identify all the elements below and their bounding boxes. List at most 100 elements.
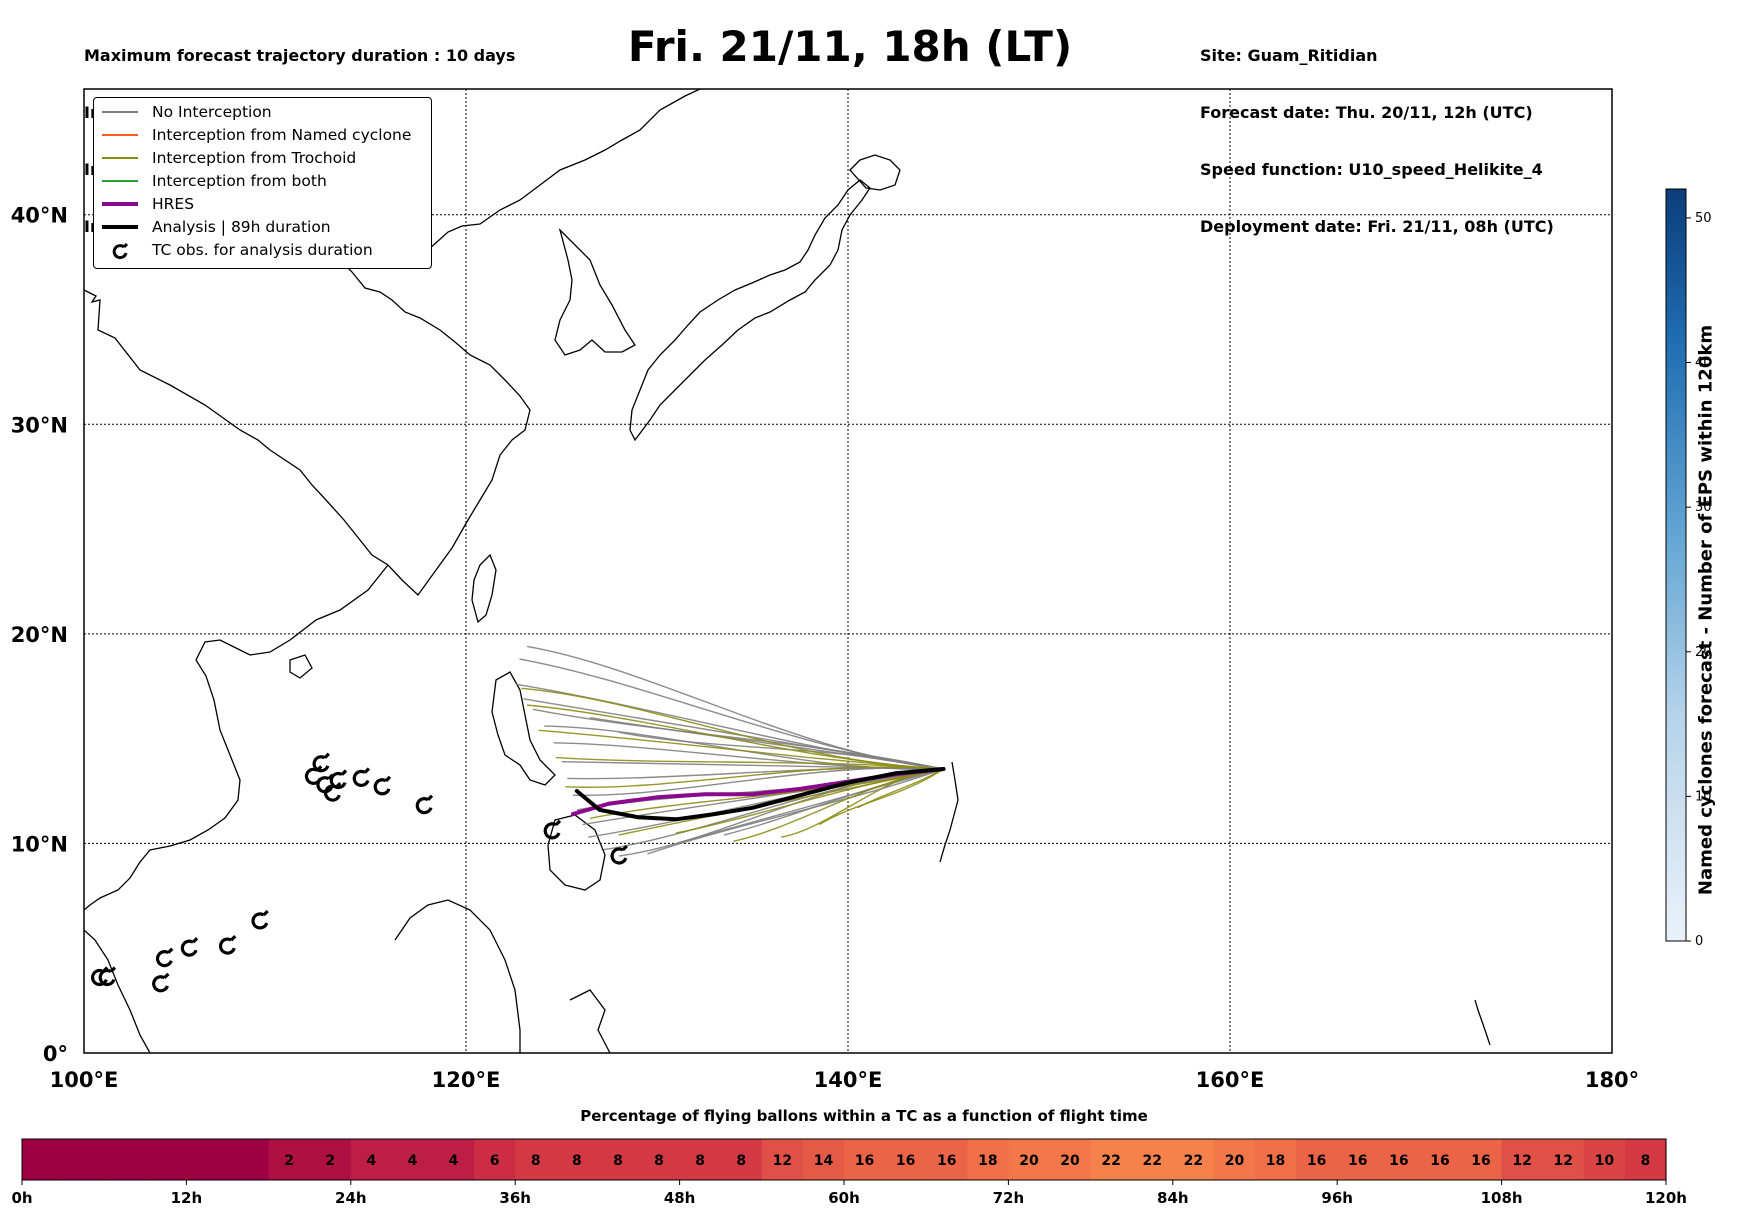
japan-honshu-coast [629,179,871,442]
legend-swatch [100,170,138,192]
japan-hokkaido-coast [849,154,901,191]
percentage-value-label: 16 [896,1153,915,1169]
cyclone-icon [112,242,129,260]
micronesia-islands [1474,999,1491,1046]
ensemble-track-no-interception [526,645,944,770]
percentage-cell [1049,1139,1092,1180]
percentage-cell [474,1139,516,1180]
legend-line [102,134,138,136]
colorbar-tick-label: 10 [1695,789,1712,804]
percentage-cell [227,1139,270,1180]
cyclone-icon [373,775,392,796]
legend-item: TC obs. for analysis duration [100,239,373,261]
percentage-value-label: 20 [1225,1153,1245,1169]
cyclone-icon [312,752,330,773]
legend-item: Interception from Named cyclone [100,124,411,146]
tc-observations [91,752,628,993]
cyclone-icon [155,947,174,968]
percentage-value-label: 2 [284,1153,294,1169]
ensemble-track-trochoid [857,768,944,809]
time-tick-label: 12h [171,1189,203,1207]
percentage-cell [679,1139,722,1180]
borneo-coast [394,899,521,1053]
colorbar-gradient [1665,188,1687,942]
percentage-cell [1255,1139,1297,1180]
percentage-cell [515,1139,557,1180]
percentage-cell [22,1139,64,1180]
chart-title: Fri. 21/11, 18h (LT) [627,22,1073,71]
percentage-value-label: 10 [1595,1153,1615,1169]
colorbar-label: Named cyclones forecast - Number of EPS … [1695,324,1717,896]
colorbar: 0 10 20 30 40 50 [1665,188,1712,949]
y-tick-label: 30°N [11,413,68,437]
x-tick-label: 160°E [1196,1068,1265,1092]
sulawesi-coast [569,989,611,1053]
header-right-line: Speed function: U10_speed_Helikite_4 [1200,160,1543,179]
percentage-cells: 2 2 4 4 4 6 8 8 8 8 8 8 12 14 16 16 16 18 20 20 22 22 22 20 18 16… [22,1139,1667,1180]
cyclone-icon [218,934,237,955]
percentage-cell [1008,1139,1051,1180]
cyclone-icon [98,966,117,987]
percentage-cell [1624,1139,1667,1180]
legend-line [102,157,138,159]
ensemble-track-no-interception [572,767,944,796]
percentage-cell [556,1139,598,1180]
percentage-cell [761,1139,804,1180]
ensemble-track-trochoid [538,729,944,770]
percentage-value-label: 4 [408,1153,418,1169]
percentage-cell [597,1139,640,1180]
percentage-cell [844,1139,886,1180]
percentage-value-label: 6 [490,1153,500,1169]
legend-label: Analysis | 89h duration [152,218,331,236]
percentage-cell [309,1139,352,1180]
percentage-value-label: 20 [1060,1153,1080,1169]
header-left-line: Maximum forecast trajectory duration : 1… [84,46,516,65]
ensemble-track-trochoid [555,756,944,770]
percentage-value-label: 18 [978,1153,997,1169]
percentage-value-label: 12 [1554,1153,1573,1169]
gridlines [84,89,1612,1053]
percentage-cell [391,1139,434,1180]
taiwan-coast [471,553,497,624]
percentage-cell [268,1139,311,1180]
time-tick-label: 84h [1157,1189,1189,1207]
indochina-coast [84,564,389,911]
ensemble-track-no-interception [590,717,944,770]
ensemble-track-no-interception [723,768,944,836]
percentage-value-label: 8 [572,1153,582,1169]
cyclone-icon [415,794,434,815]
legend-item: No Interception [100,101,272,123]
time-tick-label: 24h [335,1189,367,1207]
legend-label: Interception from Named cyclone [152,126,412,144]
percentage-value-label: 16 [1430,1153,1449,1169]
percentage-cell [145,1139,187,1180]
percentage-cell [1460,1139,1503,1180]
legend-item: HRES [100,193,194,215]
x-tick-label: 180° [1585,1068,1639,1092]
percentage-cell [1172,1139,1215,1180]
cyclone-icon [352,767,371,788]
percentage-cell [63,1139,105,1180]
legend-line [102,202,138,206]
percentage-cell [1583,1139,1626,1180]
time-tick-label: 96h [1321,1189,1353,1207]
percentage-value-label: 18 [1266,1153,1285,1169]
header-right-line: Deployment date: Fri. 21/11, 08h (UTC) [1200,217,1554,236]
legend-item: Interception from Trochoid [100,147,356,169]
y-tick-label: 0° [43,1042,68,1066]
percentage-cell [802,1139,845,1180]
percentage-value-label: 12 [773,1153,792,1169]
percentage-cell [1131,1139,1174,1180]
percentage-value-label: 16 [1348,1153,1367,1169]
legend-label: TC obs. for analysis duration [152,241,373,259]
percentage-value-label: 4 [366,1153,376,1169]
ensemble-track-trochoid [565,766,944,788]
header-right-line: Site: Guam_Ritidian [1200,46,1378,65]
percentage-value-label: 8 [695,1153,705,1169]
colorbar-tick-label: 0 [1695,934,1703,949]
ensemble-track-trochoid [675,768,944,834]
legend-swatch [100,147,138,169]
ensemble-trajectories [515,645,944,857]
legend-label: HRES [152,195,195,213]
legend: No Interception Interception from Named … [93,97,432,269]
